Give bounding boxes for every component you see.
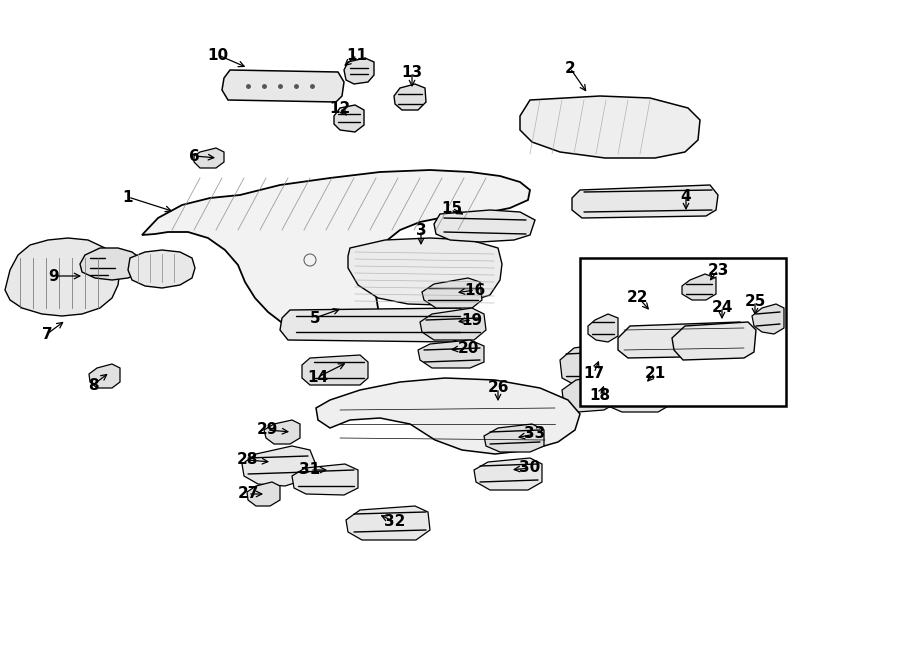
Text: 14: 14 xyxy=(308,369,328,385)
Text: 30: 30 xyxy=(519,461,541,475)
Polygon shape xyxy=(142,170,530,335)
Text: 31: 31 xyxy=(300,463,320,477)
Text: 26: 26 xyxy=(487,381,508,395)
Text: 8: 8 xyxy=(87,377,98,393)
Text: 1: 1 xyxy=(122,189,133,205)
Polygon shape xyxy=(572,185,718,218)
Polygon shape xyxy=(334,105,364,132)
Polygon shape xyxy=(242,446,316,486)
Bar xyxy=(580,258,786,406)
Polygon shape xyxy=(89,364,120,388)
Text: 16: 16 xyxy=(464,283,486,297)
Text: 29: 29 xyxy=(256,422,278,438)
Polygon shape xyxy=(434,210,535,242)
Text: 11: 11 xyxy=(346,48,367,62)
Polygon shape xyxy=(418,340,484,368)
Text: 23: 23 xyxy=(707,263,729,277)
Text: 33: 33 xyxy=(525,426,545,442)
Polygon shape xyxy=(682,274,716,300)
Text: 2: 2 xyxy=(564,60,575,75)
Polygon shape xyxy=(422,278,482,308)
Text: 19: 19 xyxy=(462,312,482,328)
Polygon shape xyxy=(346,506,430,540)
Polygon shape xyxy=(474,458,542,490)
Text: 27: 27 xyxy=(238,487,258,502)
Text: 10: 10 xyxy=(207,48,229,62)
Text: 22: 22 xyxy=(627,289,649,305)
Polygon shape xyxy=(588,314,618,342)
Polygon shape xyxy=(606,368,672,412)
Polygon shape xyxy=(128,250,195,288)
Text: 21: 21 xyxy=(644,365,666,381)
Polygon shape xyxy=(618,322,750,358)
Polygon shape xyxy=(280,308,468,342)
Polygon shape xyxy=(80,248,142,280)
Text: 28: 28 xyxy=(237,453,257,467)
Text: 32: 32 xyxy=(384,514,406,530)
Polygon shape xyxy=(560,344,614,385)
Polygon shape xyxy=(247,482,280,506)
Text: 3: 3 xyxy=(416,222,427,238)
Text: 5: 5 xyxy=(310,310,320,326)
Polygon shape xyxy=(348,238,502,305)
Polygon shape xyxy=(316,378,580,454)
Text: 24: 24 xyxy=(711,299,733,314)
Polygon shape xyxy=(752,304,784,334)
Polygon shape xyxy=(222,70,344,102)
Text: 18: 18 xyxy=(590,389,610,404)
Text: 17: 17 xyxy=(583,365,605,381)
Polygon shape xyxy=(420,308,486,340)
Text: 6: 6 xyxy=(189,148,200,164)
Text: 9: 9 xyxy=(49,269,59,283)
Polygon shape xyxy=(562,376,618,412)
Polygon shape xyxy=(394,84,426,110)
Polygon shape xyxy=(264,420,300,444)
Text: 12: 12 xyxy=(329,101,351,115)
Polygon shape xyxy=(292,464,358,495)
Text: 7: 7 xyxy=(41,326,52,342)
Polygon shape xyxy=(672,322,756,360)
Polygon shape xyxy=(344,58,374,84)
Polygon shape xyxy=(194,148,224,168)
Text: 20: 20 xyxy=(457,340,479,355)
Text: 13: 13 xyxy=(401,64,423,79)
Text: 4: 4 xyxy=(680,189,691,203)
Polygon shape xyxy=(484,424,544,452)
Polygon shape xyxy=(302,355,368,385)
Text: 15: 15 xyxy=(441,201,463,216)
Text: 25: 25 xyxy=(744,293,766,308)
Polygon shape xyxy=(5,238,120,316)
Polygon shape xyxy=(520,96,700,158)
